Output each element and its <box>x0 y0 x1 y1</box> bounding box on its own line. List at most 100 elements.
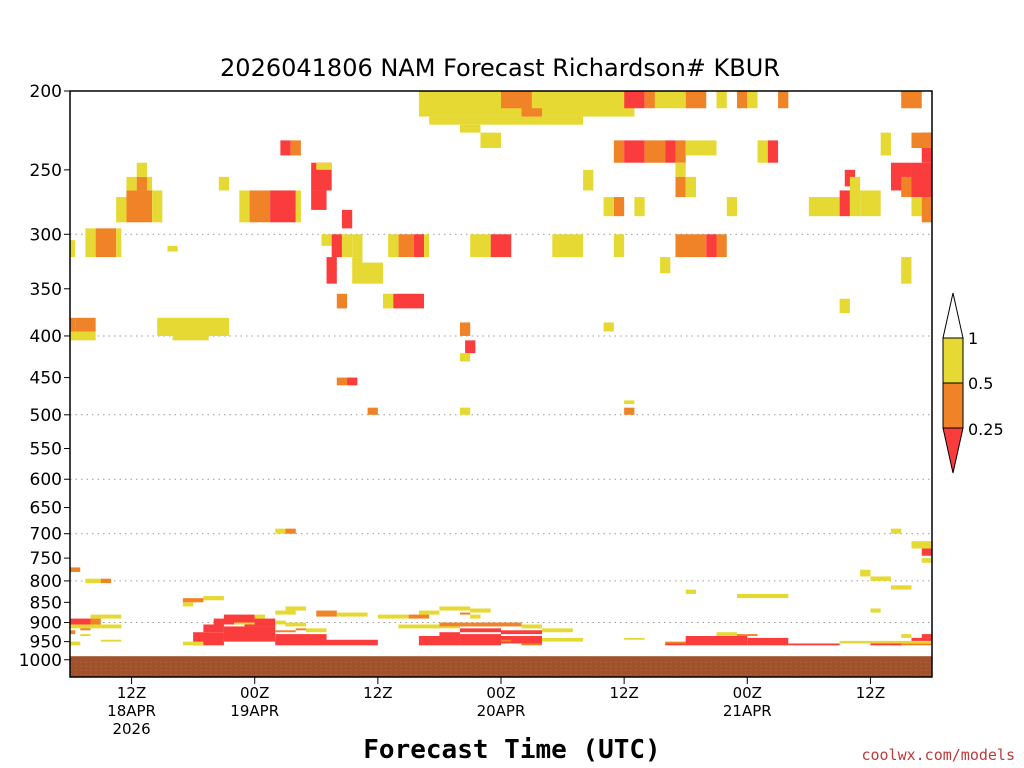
data-cell <box>685 589 696 594</box>
data-cell <box>870 576 891 581</box>
data-cell <box>270 190 296 223</box>
data-cell <box>398 234 414 258</box>
data-cell <box>839 298 850 314</box>
data-cell <box>90 614 122 619</box>
data-cell <box>839 640 932 644</box>
data-cell <box>275 630 296 633</box>
y-tick-label: 300 <box>30 225 62 245</box>
data-cell <box>75 317 96 332</box>
data-cell <box>341 209 353 229</box>
data-cell <box>542 637 584 642</box>
data-cell <box>306 628 327 633</box>
data-cell <box>136 162 147 177</box>
data-cell <box>75 331 96 341</box>
data-cell <box>839 190 850 217</box>
data-cell <box>311 190 327 210</box>
data-cell <box>377 614 409 619</box>
data-cell <box>901 91 922 109</box>
data-cell <box>90 618 101 625</box>
data-cell <box>203 624 224 633</box>
data-cell <box>921 548 932 556</box>
data-cell <box>890 643 932 646</box>
data-cell <box>675 176 686 198</box>
data-cell <box>362 262 383 284</box>
data-cell <box>583 169 594 191</box>
data-cell <box>470 608 491 613</box>
data-cell <box>336 377 348 386</box>
x-tick-label: 12Z <box>363 684 392 702</box>
data-cell <box>501 91 522 109</box>
data-cell <box>126 190 153 223</box>
data-cell <box>459 124 481 133</box>
data-cell <box>418 636 460 646</box>
data-cell <box>70 567 81 572</box>
data-cell <box>172 335 209 341</box>
y-tick-label: 1000 <box>19 651 62 671</box>
data-cell <box>675 140 686 163</box>
data-cell <box>352 257 363 284</box>
data-cell <box>249 190 271 223</box>
data-cell <box>275 620 286 625</box>
x-tick-label: 20APR <box>477 702 526 720</box>
data-cell <box>382 293 394 309</box>
data-cell <box>316 610 337 617</box>
data-cell <box>326 639 378 646</box>
y-tick-label: 600 <box>30 470 62 490</box>
x-tick-label: 21APR <box>723 702 772 720</box>
data-cell <box>890 528 902 534</box>
data-cell <box>706 234 717 258</box>
data-cell <box>911 637 932 641</box>
data-cell <box>613 140 625 163</box>
data-cell <box>70 624 122 629</box>
data-cell <box>665 641 696 644</box>
data-cell <box>747 637 789 646</box>
x-tick-label: 00Z <box>240 684 269 702</box>
data-cell <box>624 140 645 163</box>
data-cell <box>290 140 301 156</box>
data-cell <box>341 234 353 258</box>
data-cell <box>644 140 666 163</box>
data-cell <box>439 606 471 611</box>
data-cell <box>234 622 255 625</box>
data-cell <box>660 257 671 274</box>
x-tick-label: 00Z <box>486 684 515 702</box>
data-cell <box>398 624 440 629</box>
data-cell <box>85 228 96 258</box>
data-cell <box>901 257 912 284</box>
data-cell <box>603 322 614 332</box>
data-cell <box>167 245 178 252</box>
data-cell <box>80 634 91 637</box>
data-cell <box>331 234 342 258</box>
data-cell <box>880 132 891 156</box>
data-cell <box>182 598 204 603</box>
data-cell <box>624 400 635 405</box>
data-cell <box>552 234 584 258</box>
data-cell <box>737 91 748 109</box>
data-cell <box>521 643 543 646</box>
data-cell <box>336 293 348 309</box>
data-cell <box>490 234 512 258</box>
data-cell <box>439 622 471 627</box>
data-cell <box>146 176 153 191</box>
data-cell <box>100 578 112 584</box>
data-cell <box>336 612 368 617</box>
data-cell <box>737 634 758 637</box>
y-tick-label: 400 <box>30 327 62 347</box>
data-cell <box>157 317 230 336</box>
legend-swatch-orange <box>942 382 964 429</box>
data-cell <box>531 91 543 109</box>
data-cell <box>654 91 686 109</box>
data-cell <box>470 614 481 619</box>
data-cell <box>501 636 543 644</box>
data-cell <box>470 622 522 627</box>
data-cell <box>501 630 543 635</box>
data-cell <box>911 132 932 148</box>
data-cell <box>459 628 501 633</box>
data-cell <box>542 628 573 633</box>
data-cell <box>85 578 101 584</box>
y-tick-label: 800 <box>30 572 62 592</box>
x-tick-label: 12Z <box>856 684 885 702</box>
y-tick-label: 500 <box>30 406 62 426</box>
data-cell <box>239 190 250 223</box>
data-cell <box>849 176 861 198</box>
